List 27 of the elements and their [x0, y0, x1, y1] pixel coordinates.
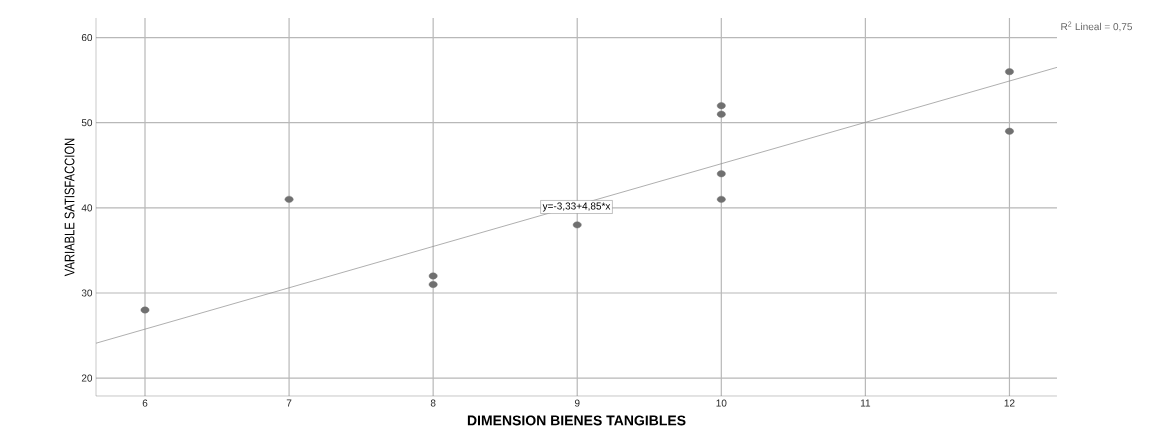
point [716, 195, 726, 203]
point [1005, 127, 1014, 135]
x-tick-label: 6 [142, 399, 148, 407]
point [140, 306, 150, 314]
y-tick-label: 50 [81, 119, 93, 127]
y-tick-label: 60 [81, 34, 93, 42]
point [428, 272, 438, 280]
point [1005, 68, 1014, 76]
x-tick-label: 11 [860, 399, 871, 407]
point [428, 281, 438, 288]
y-tick-label: 30 [81, 289, 93, 297]
x-tick-label: 7 [286, 399, 292, 407]
point [716, 170, 726, 178]
text: R$^{2}$ Lineal = 0,75 [1061, 21, 1133, 32]
x-tick-label: 10 [716, 399, 727, 407]
annotation: y=-3,33+4,85*x [542, 202, 611, 212]
point [284, 195, 294, 203]
point [572, 221, 582, 229]
x-tick-label: 9 [574, 399, 580, 407]
x-tick-label: 12 [1004, 399, 1015, 407]
y-axis-title: VARIABLE SATISFACCION [64, 138, 75, 277]
point [716, 102, 726, 110]
y-tick-label: 40 [81, 204, 93, 212]
x-tick-label: 8 [430, 399, 436, 407]
point [716, 110, 726, 118]
x-axis-title: DIMENSION BIENES TANGIBLES [467, 415, 686, 426]
y-tick-label: 20 [81, 374, 93, 382]
